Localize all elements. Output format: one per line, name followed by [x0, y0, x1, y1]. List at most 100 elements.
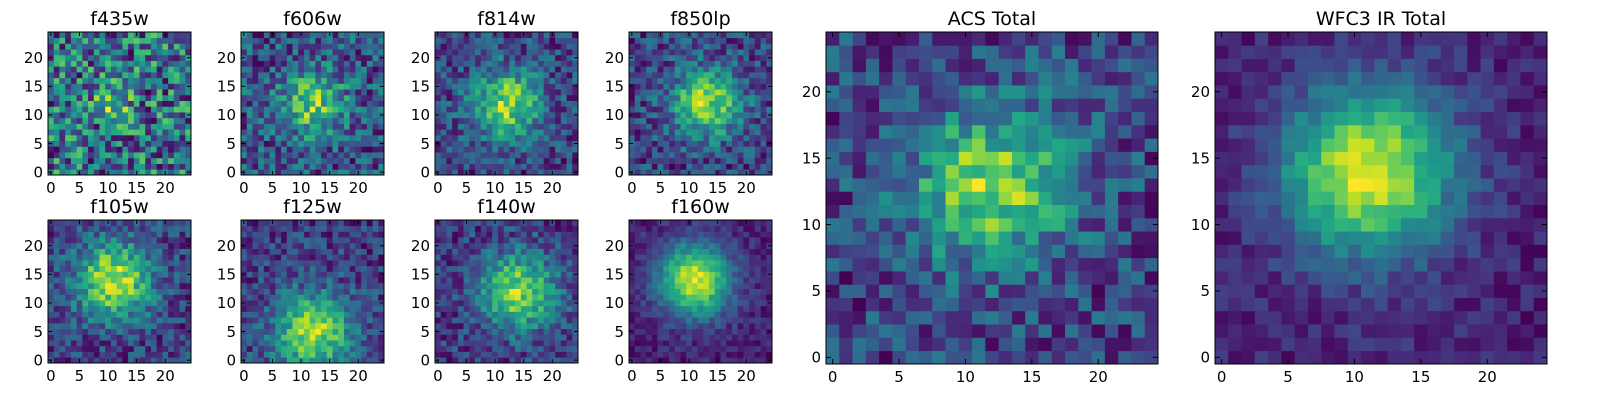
heatmap-cell — [475, 100, 482, 107]
heatmap-cell — [572, 117, 579, 124]
heatmap-cell — [480, 225, 487, 232]
heatmap-cell — [76, 77, 83, 84]
heatmap-cell — [366, 334, 373, 341]
heatmap-cell — [663, 152, 670, 159]
heatmap-cell — [179, 37, 186, 44]
heatmap-cell — [480, 37, 487, 44]
heatmap-cell — [492, 129, 499, 136]
heatmap-cell — [457, 288, 464, 295]
heatmap-cell — [156, 163, 163, 170]
heatmap-cell — [749, 169, 756, 176]
heatmap-cell — [766, 100, 773, 107]
heatmap-cell — [156, 225, 163, 232]
heatmap-cell — [76, 157, 83, 164]
heatmap-cell — [555, 54, 562, 61]
heatmap-cell — [286, 66, 293, 73]
heatmap-cell — [332, 317, 339, 324]
heatmap-cell — [503, 140, 510, 147]
heatmap-cell — [674, 77, 681, 84]
heatmap-cell — [686, 317, 693, 324]
heatmap-cell — [452, 83, 459, 90]
heatmap-cell — [452, 146, 459, 153]
heatmap-cell — [674, 112, 681, 119]
heatmap-cell — [298, 294, 305, 301]
heatmap-cell — [65, 129, 72, 136]
heatmap-cell — [298, 260, 305, 267]
heatmap-cell — [292, 220, 299, 227]
heatmap-cell — [168, 225, 175, 232]
heatmap-cell — [179, 260, 186, 267]
heatmap-cell — [555, 260, 562, 267]
heatmap-cell — [497, 328, 504, 335]
heatmap-cell — [686, 294, 693, 301]
heatmap-cell — [116, 288, 123, 295]
heatmap-cell — [714, 340, 721, 347]
heatmap-cell — [657, 89, 664, 96]
heatmap-cell — [629, 77, 636, 84]
heatmap-cell — [246, 54, 253, 61]
heatmap-cell — [720, 117, 727, 124]
heatmap-cell — [116, 260, 123, 267]
heatmap-cell — [520, 83, 527, 90]
heatmap-cell — [669, 163, 676, 170]
heatmap-cell — [252, 112, 259, 119]
heatmap-cell — [520, 254, 527, 261]
heatmap-cell — [53, 117, 60, 124]
heatmap-cell — [168, 317, 175, 324]
heatmap-cell — [281, 351, 288, 358]
heatmap-cell — [532, 72, 539, 79]
heatmap-cell — [543, 43, 550, 50]
heatmap-cell — [150, 83, 158, 90]
heatmap-cell — [179, 112, 186, 119]
heatmap-cell — [361, 106, 368, 113]
heatmap-cell — [110, 305, 117, 312]
heatmap-cell — [475, 54, 482, 61]
heatmap-cell — [549, 300, 556, 307]
heatmap-cell — [59, 49, 66, 56]
heatmap-cell — [503, 129, 510, 136]
heatmap-cell — [156, 265, 163, 272]
heatmap-cell — [663, 163, 670, 170]
heatmap-cell — [361, 117, 368, 124]
heatmap-cell — [179, 317, 186, 324]
heatmap-cell — [349, 311, 356, 318]
heatmap-cell — [731, 146, 739, 153]
heatmap-cell — [53, 220, 60, 227]
heatmap-cell — [749, 123, 756, 130]
heatmap-cell — [361, 237, 368, 244]
heatmap-cell — [48, 288, 55, 295]
heatmap-cell — [298, 317, 305, 324]
heatmap-cell — [532, 305, 539, 312]
heatmap-cell — [298, 89, 305, 96]
heatmap-cell — [338, 242, 345, 249]
heatmap-cell — [440, 237, 447, 244]
heatmap-cell — [697, 43, 704, 50]
heatmap-cell — [361, 112, 368, 119]
heatmap-cell — [332, 106, 339, 113]
heatmap-cell — [663, 340, 670, 347]
heatmap-cell — [446, 94, 453, 101]
heatmap-cell — [252, 334, 259, 341]
heatmap-cell — [139, 117, 146, 124]
heatmap-cell — [651, 94, 658, 101]
heatmap-cell — [275, 305, 282, 312]
heatmap-cell — [326, 152, 333, 159]
heatmap-cell — [469, 146, 476, 153]
heatmap-cell — [726, 112, 733, 119]
heatmap-cell — [321, 305, 328, 312]
heatmap-cell — [537, 157, 545, 164]
heatmap-cell — [179, 129, 186, 136]
heatmap-cell — [743, 140, 750, 147]
heatmap-cell — [99, 254, 106, 261]
heatmap-cell — [686, 152, 693, 159]
heatmap-cell — [93, 157, 100, 164]
heatmap-cell — [714, 66, 721, 73]
heatmap-cell — [503, 54, 510, 61]
heatmap-cell — [463, 305, 470, 312]
heatmap-cell — [572, 265, 579, 272]
heatmap-cell — [486, 288, 493, 295]
heatmap-cell — [452, 43, 459, 50]
heatmap-cell — [509, 300, 516, 307]
heatmap-cell — [70, 345, 77, 352]
heatmap-cell — [629, 345, 636, 352]
